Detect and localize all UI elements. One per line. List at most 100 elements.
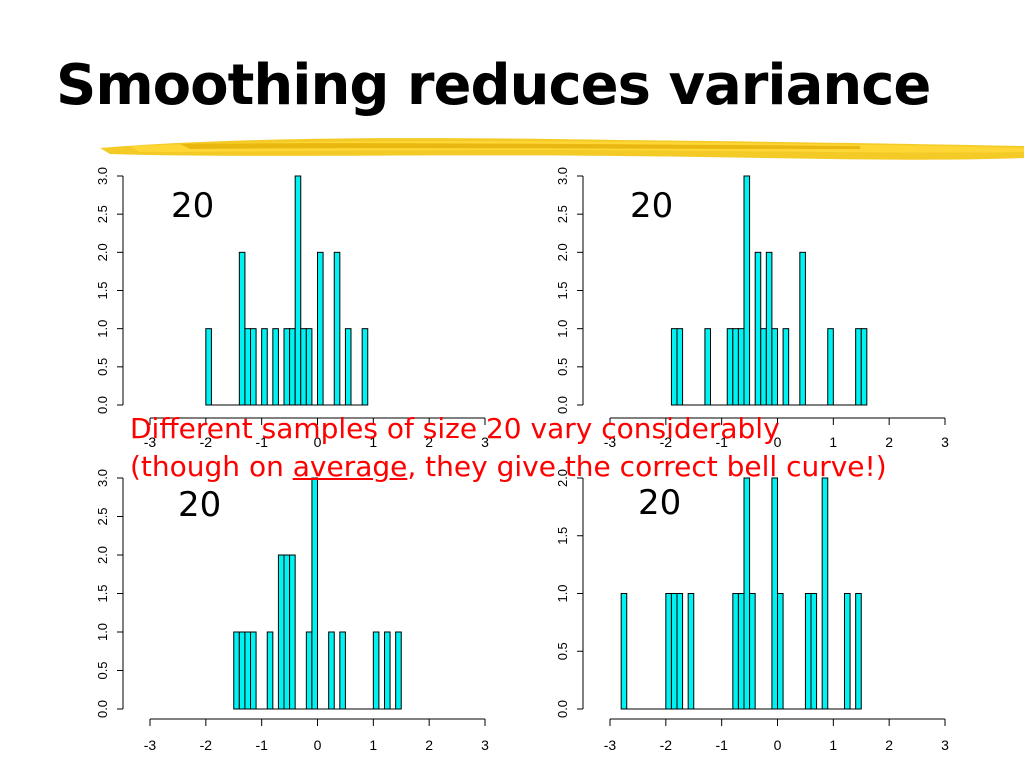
y-tick-label: 0.5 [555,358,570,376]
histogram-bar [311,477,318,710]
yellow-highlight-stroke [100,138,1024,160]
histogram-bar [760,328,767,406]
histogram-bar [687,593,695,710]
y-tick-label: 2.0 [555,469,570,487]
y-tick-label: 2.0 [95,243,110,261]
x-tick-label: 1 [369,737,377,753]
histogram-bar [250,328,257,406]
histogram-panel-4: 0.0 0.5 1.0 1.5 2.0 -3 -2 -1 0 1 2 3 20 [555,469,949,753]
x-tick-label: -1 [715,737,728,753]
y-tick-label: 0.0 [95,396,110,414]
x-tick-label: 3 [481,737,489,753]
histogram-bar [233,631,240,710]
histogram-bar [261,328,268,406]
histogram-panel-1: 0.0 0.5 1.0 1.5 2.0 2.5 3.0 -3 -2 -1 0 1 2 3 20 [95,167,489,450]
histogram-bar [771,477,779,710]
annotation-line-2-start: (though on [130,450,293,483]
histogram-bar [238,251,246,406]
x-tick-label: 1 [369,434,377,450]
histogram-bar [205,328,212,406]
histogram-bar [782,328,790,406]
y-tick-label: 1.5 [555,281,570,299]
histogram-bar [244,328,252,406]
x-tick-label: 0 [774,434,782,450]
histogram-bar [277,554,285,710]
histogram-bar [704,328,712,406]
y-tick-label: 1.0 [555,584,570,602]
histogram-panel-3: 0.0 0.5 1.0 1.5 2.0 2.5 3.0 -3 -2 -1 0 1 2 3 20 [95,469,489,753]
y-tick-label: 2.5 [555,205,570,223]
histogram-bar [620,593,628,710]
histogram-bar [670,328,678,406]
histogram-bar [372,631,380,710]
histogram-bar [300,328,307,406]
y-tick-label: 1.0 [95,320,110,338]
histogram-bar [305,631,313,710]
y-tick-label: 3.0 [555,167,570,185]
histogram-bar [749,593,756,710]
histogram-bar [283,554,291,710]
histogram-title: 20 [630,186,673,226]
y-tick-label: 1.5 [95,281,110,299]
histogram-bar [754,251,762,406]
histogram-bar [272,328,279,406]
annotation-underlined-word: average [292,450,408,483]
x-tick-label: -1 [255,737,268,753]
histogram-bar [317,251,324,406]
x-tick-label: -3 [604,737,617,753]
histogram-bar [289,554,296,710]
histogram-bar [328,631,335,710]
histogram-title: 20 [638,483,681,523]
histogram-bar [294,175,302,406]
annotation-line-2: (though on average, they give the correc… [130,448,887,486]
histogram-bar [250,631,257,710]
y-tick-label: 0.0 [95,700,110,718]
x-tick-label: 0 [774,737,782,753]
y-tick-label: 0.0 [555,700,570,718]
x-tick-label: -1 [255,434,268,450]
histogram-bar [244,631,252,710]
y-tick-label: 2.0 [95,546,110,564]
histogram-bar [339,631,346,710]
histogram-bar [765,251,773,406]
y-tick-label: 0.5 [95,661,110,679]
histogram-bar [737,328,745,406]
x-tick-label: -3 [144,737,157,753]
x-tick-label: 0 [314,737,322,753]
x-tick-label: 3 [941,434,949,450]
histogram-bar [676,328,684,406]
histogram-bar [732,328,739,406]
histogram-bar [732,593,739,710]
annotation-line-1: Different samples of size 20 vary consid… [130,412,780,445]
histogram-bar [810,593,818,710]
histogram-bar [670,593,678,710]
histogram-bar [821,477,829,710]
y-tick-label: 1.5 [95,584,110,602]
histogram-bar [665,593,672,710]
histogram-bar [855,593,862,710]
slide-title: Smoothing reduces variance [56,53,931,118]
histogram-bar [384,631,391,710]
histogram-bar [289,328,296,406]
histogram-bar [743,477,751,710]
histogram-bar [361,328,369,406]
histogram-bar [743,175,751,406]
y-tick-label: 2.0 [555,243,570,261]
histogram-bar [676,593,684,710]
histogram-bar [827,328,834,406]
y-tick-label: 3.0 [95,167,110,185]
y-tick-label: 2.5 [95,507,110,525]
histogram-bar [860,328,868,406]
y-tick-label: 3.0 [95,469,110,487]
x-tick-label: -1 [715,434,728,450]
y-tick-label: 0.0 [555,396,570,414]
y-tick-label: 0.5 [555,642,570,660]
histogram-bar [844,593,851,710]
histogram-bar [737,593,745,710]
x-tick-label: -3 [144,434,157,450]
y-tick-label: 2.5 [95,205,110,223]
histogram-bar [333,251,341,406]
x-tick-label: 1 [829,737,837,753]
histogram-bar [855,328,862,406]
